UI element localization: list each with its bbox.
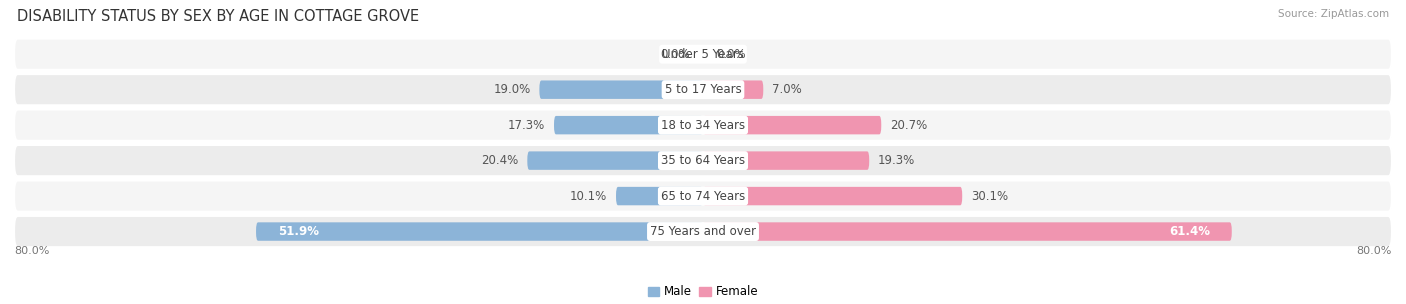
FancyBboxPatch shape bbox=[540, 81, 703, 99]
FancyBboxPatch shape bbox=[703, 116, 882, 134]
FancyBboxPatch shape bbox=[14, 109, 1392, 141]
Text: 19.0%: 19.0% bbox=[494, 83, 531, 96]
Text: 65 to 74 Years: 65 to 74 Years bbox=[661, 190, 745, 202]
FancyBboxPatch shape bbox=[703, 81, 763, 99]
FancyBboxPatch shape bbox=[14, 216, 1392, 247]
FancyBboxPatch shape bbox=[527, 151, 703, 170]
Text: 80.0%: 80.0% bbox=[14, 246, 49, 256]
Text: 5 to 17 Years: 5 to 17 Years bbox=[665, 83, 741, 96]
FancyBboxPatch shape bbox=[14, 74, 1392, 105]
Text: 51.9%: 51.9% bbox=[277, 225, 319, 238]
FancyBboxPatch shape bbox=[256, 222, 703, 241]
Text: 20.4%: 20.4% bbox=[481, 154, 519, 167]
Text: 61.4%: 61.4% bbox=[1170, 225, 1211, 238]
FancyBboxPatch shape bbox=[703, 187, 962, 205]
FancyBboxPatch shape bbox=[14, 145, 1392, 176]
Text: 20.7%: 20.7% bbox=[890, 119, 927, 132]
Text: Source: ZipAtlas.com: Source: ZipAtlas.com bbox=[1278, 9, 1389, 19]
Text: 30.1%: 30.1% bbox=[970, 190, 1008, 202]
Text: 10.1%: 10.1% bbox=[571, 190, 607, 202]
Text: 35 to 64 Years: 35 to 64 Years bbox=[661, 154, 745, 167]
FancyBboxPatch shape bbox=[703, 222, 1232, 241]
Text: 0.0%: 0.0% bbox=[661, 48, 690, 61]
Text: 0.0%: 0.0% bbox=[716, 48, 745, 61]
FancyBboxPatch shape bbox=[616, 187, 703, 205]
FancyBboxPatch shape bbox=[14, 39, 1392, 70]
Text: 80.0%: 80.0% bbox=[1357, 246, 1392, 256]
Text: DISABILITY STATUS BY SEX BY AGE IN COTTAGE GROVE: DISABILITY STATUS BY SEX BY AGE IN COTTA… bbox=[17, 9, 419, 24]
Text: 17.3%: 17.3% bbox=[508, 119, 546, 132]
Text: 75 Years and over: 75 Years and over bbox=[650, 225, 756, 238]
FancyBboxPatch shape bbox=[14, 181, 1392, 212]
FancyBboxPatch shape bbox=[703, 151, 869, 170]
Text: Under 5 Years: Under 5 Years bbox=[662, 48, 744, 61]
Text: 7.0%: 7.0% bbox=[772, 83, 801, 96]
Text: 19.3%: 19.3% bbox=[877, 154, 915, 167]
Legend: Male, Female: Male, Female bbox=[643, 281, 763, 303]
FancyBboxPatch shape bbox=[554, 116, 703, 134]
Text: 18 to 34 Years: 18 to 34 Years bbox=[661, 119, 745, 132]
